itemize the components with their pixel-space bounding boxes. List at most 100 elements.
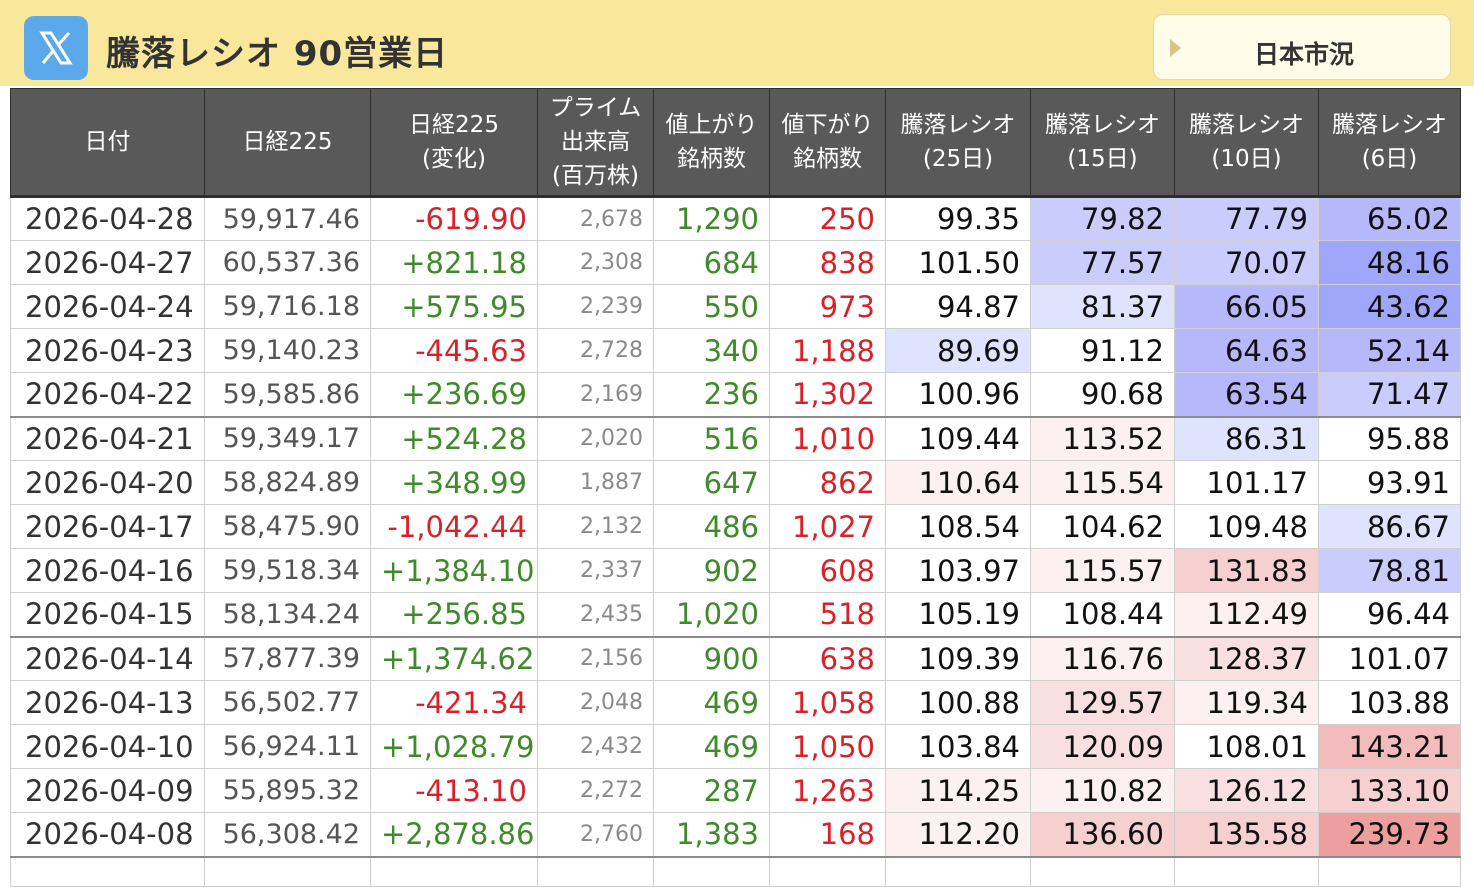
cell-up: 340 bbox=[653, 328, 770, 373]
cell-r25: 100.88 bbox=[885, 680, 1031, 725]
cell-r10: 119.34 bbox=[1174, 680, 1319, 725]
cell-nikkei: 58,824.89 bbox=[204, 460, 371, 505]
cell-r6: 43.62 bbox=[1318, 284, 1461, 329]
cell-up: 1,020 bbox=[653, 592, 770, 637]
cell-r6: 93.91 bbox=[1318, 460, 1461, 505]
cell-volume: 2,020 bbox=[537, 415, 654, 461]
cell-change: -445.63 bbox=[370, 328, 538, 373]
cell-r10: 66.05 bbox=[1174, 284, 1319, 329]
market-overview-label: 日本市況 bbox=[1253, 40, 1354, 69]
cell-r6: 143.21 bbox=[1318, 724, 1461, 769]
cell-down: 638 bbox=[769, 635, 886, 681]
table-row-partial bbox=[10, 855, 1461, 887]
breadth-table: 日付 日経225 日経225 (変化) プライム 出来高 (百万株) 値上がり 銘柄数値… bbox=[10, 88, 1461, 887]
cell-up: 647 bbox=[653, 460, 770, 505]
cell-r25: 110.64 bbox=[885, 460, 1031, 505]
table-row: 2026-04-28 59,917.46 -619.90 2,678 1,290 250 9… bbox=[10, 196, 1461, 241]
cell-down: 838 bbox=[769, 240, 886, 285]
cell-up: 236 bbox=[653, 372, 770, 417]
cell-r25: 112.20 bbox=[885, 812, 1031, 857]
table-row: 2026-04-17 58,475.90 -1,042.44 2,132 486 1,02… bbox=[10, 504, 1461, 549]
cell-up: 902 bbox=[653, 548, 770, 593]
cell-volume: 2,435 bbox=[537, 592, 654, 637]
column-header-r6: 騰落レシオ (6日) bbox=[1318, 88, 1461, 198]
cell-date: 2026-04-17 bbox=[10, 504, 205, 549]
cell-r15: 91.12 bbox=[1030, 328, 1175, 373]
cell-r10: 112.49 bbox=[1174, 592, 1319, 637]
cell-partial bbox=[204, 855, 371, 887]
cell-change: +256.85 bbox=[370, 592, 538, 637]
cell-date: 2026-04-27 bbox=[10, 240, 205, 285]
cell-date: 2026-04-21 bbox=[10, 415, 205, 461]
table-row: 2026-04-14 57,877.39 +1,374.62 2,156 900 638 1… bbox=[10, 635, 1461, 681]
cell-nikkei: 56,924.11 bbox=[204, 724, 371, 769]
cell-r10: 64.63 bbox=[1174, 328, 1319, 373]
cell-date: 2026-04-16 bbox=[10, 548, 205, 593]
market-overview-button[interactable]: 日本市況 bbox=[1153, 14, 1451, 80]
cell-r6: 133.10 bbox=[1318, 768, 1461, 813]
cell-r15: 77.57 bbox=[1030, 240, 1175, 285]
cell-volume: 2,728 bbox=[537, 328, 654, 373]
table-row: 2026-04-27 60,537.36 +821.18 2,308 684 838 101… bbox=[10, 240, 1461, 285]
cell-r15: 129.57 bbox=[1030, 680, 1175, 725]
cell-nikkei: 55,895.32 bbox=[204, 768, 371, 813]
cell-down: 1,188 bbox=[769, 328, 886, 373]
cell-up: 469 bbox=[653, 724, 770, 769]
cell-up: 469 bbox=[653, 680, 770, 725]
cell-nikkei: 59,585.86 bbox=[204, 372, 371, 417]
cell-date: 2026-04-14 bbox=[10, 635, 205, 681]
cell-r10: 135.58 bbox=[1174, 812, 1319, 857]
cell-r15: 104.62 bbox=[1030, 504, 1175, 549]
cell-r6: 71.47 bbox=[1318, 372, 1461, 417]
cell-date: 2026-04-28 bbox=[10, 196, 205, 241]
breadth-table-container: 日付 日経225 日経225 (変化) プライム 出来高 (百万株) 値上がり 銘柄数値… bbox=[10, 88, 1461, 887]
table-row: 2026-04-21 59,349.17 +524.28 2,020 516 1,010 1… bbox=[10, 415, 1461, 461]
cell-date: 2026-04-24 bbox=[10, 284, 205, 329]
cell-r25: 114.25 bbox=[885, 768, 1031, 813]
cell-change: -413.10 bbox=[370, 768, 538, 813]
cell-change: -421.34 bbox=[370, 680, 538, 725]
cell-partial bbox=[769, 855, 886, 887]
cell-r6: 78.81 bbox=[1318, 548, 1461, 593]
cell-nikkei: 56,502.77 bbox=[204, 680, 371, 725]
cell-nikkei: 58,475.90 bbox=[204, 504, 371, 549]
cell-down: 250 bbox=[769, 196, 886, 241]
cell-r10: 131.83 bbox=[1174, 548, 1319, 593]
cell-r25: 108.54 bbox=[885, 504, 1031, 549]
table-row: 2026-04-16 59,518.34 +1,384.10 2,337 902 608 1… bbox=[10, 548, 1461, 593]
table-row: 2026-04-10 56,924.11 +1,028.79 2,432 469 1,05… bbox=[10, 724, 1461, 769]
cell-date: 2026-04-20 bbox=[10, 460, 205, 505]
cell-change: +348.99 bbox=[370, 460, 538, 505]
cell-r15: 116.76 bbox=[1030, 635, 1175, 681]
cell-r6: 52.14 bbox=[1318, 328, 1461, 373]
cell-change: -1,042.44 bbox=[370, 504, 538, 549]
cell-nikkei: 56,308.42 bbox=[204, 812, 371, 857]
cell-partial bbox=[10, 855, 205, 887]
cell-volume: 2,678 bbox=[537, 196, 654, 241]
cell-nikkei: 59,917.46 bbox=[204, 196, 371, 241]
x-logo-icon[interactable] bbox=[24, 16, 88, 80]
page-title: 騰落レシオ 90営業日 bbox=[106, 34, 449, 74]
cell-r15: 110.82 bbox=[1030, 768, 1175, 813]
cell-change: +236.69 bbox=[370, 372, 538, 417]
cell-r25: 89.69 bbox=[885, 328, 1031, 373]
cell-volume: 2,760 bbox=[537, 812, 654, 857]
cell-up: 900 bbox=[653, 635, 770, 681]
cell-r6: 86.67 bbox=[1318, 504, 1461, 549]
cell-date: 2026-04-10 bbox=[10, 724, 205, 769]
cell-up: 550 bbox=[653, 284, 770, 329]
play-triangle-icon bbox=[1170, 39, 1181, 57]
cell-r25: 101.50 bbox=[885, 240, 1031, 285]
cell-down: 168 bbox=[769, 812, 886, 857]
cell-down: 1,302 bbox=[769, 372, 886, 417]
cell-nikkei: 59,518.34 bbox=[204, 548, 371, 593]
cell-r25: 105.19 bbox=[885, 592, 1031, 637]
cell-nikkei: 60,537.36 bbox=[204, 240, 371, 285]
cell-r25: 103.97 bbox=[885, 548, 1031, 593]
cell-r25: 99.35 bbox=[885, 196, 1031, 241]
cell-down: 1,263 bbox=[769, 768, 886, 813]
column-header-r25: 騰落レシオ (25日) bbox=[885, 88, 1031, 198]
cell-change: +1,374.62 bbox=[370, 635, 538, 681]
cell-volume: 2,432 bbox=[537, 724, 654, 769]
cell-r15: 115.57 bbox=[1030, 548, 1175, 593]
